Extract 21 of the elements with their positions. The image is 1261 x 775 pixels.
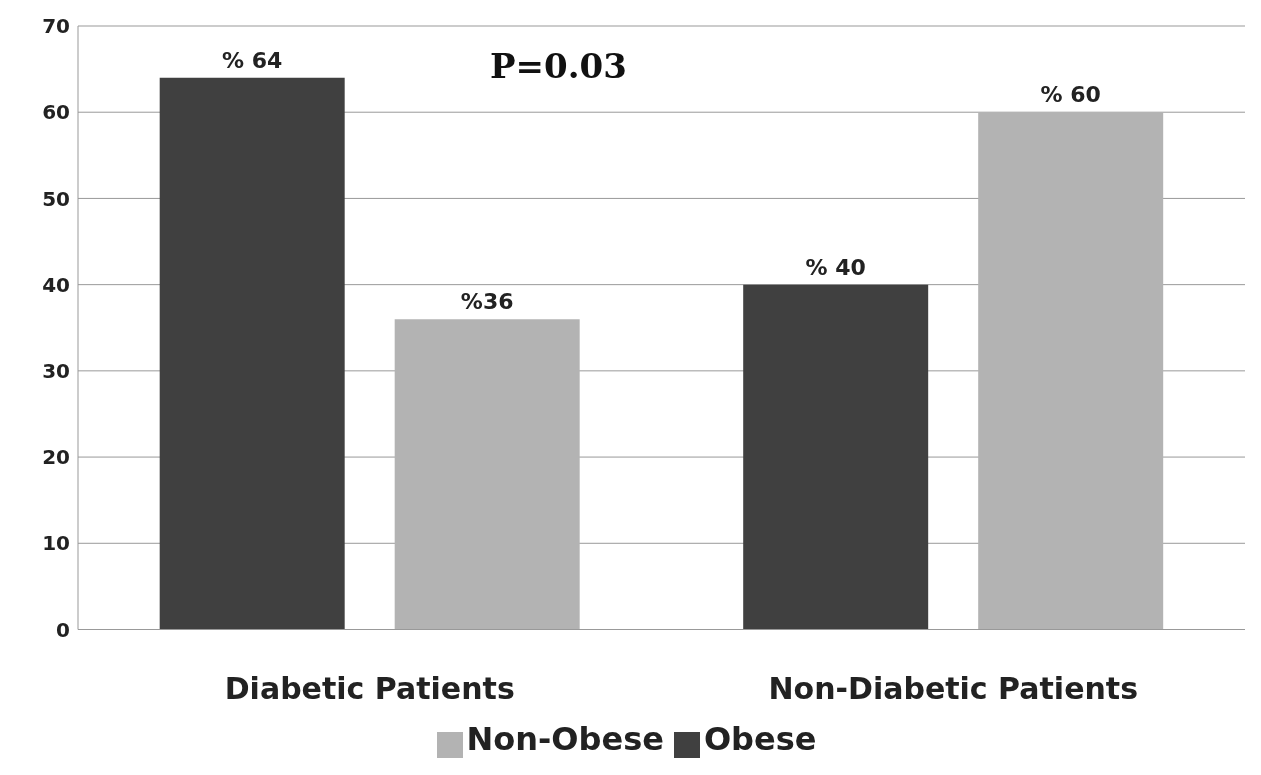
bar xyxy=(394,319,580,630)
data-label: % 60 xyxy=(1040,82,1101,108)
y-tick-label: 10 xyxy=(42,531,70,556)
annotation: P=0.03 xyxy=(490,46,627,86)
y-tick-label: 20 xyxy=(42,445,70,470)
data-label: % 40 xyxy=(805,254,866,280)
legend-label: Obese xyxy=(703,719,817,758)
data-label: %36 xyxy=(460,289,514,315)
y-tick-label: 60 xyxy=(42,100,70,125)
y-tick-label: 30 xyxy=(42,358,70,383)
y-tick-label: 70 xyxy=(42,14,70,39)
y-tick-label: 50 xyxy=(42,186,70,211)
data-label: % 64 xyxy=(222,47,283,73)
bar xyxy=(978,112,1164,630)
bar xyxy=(743,284,929,630)
legend-label: Non-Obese xyxy=(466,719,664,758)
x-tick-label: Diabetic Patients xyxy=(224,670,515,706)
bar xyxy=(159,77,345,630)
x-tick-label: Non-Diabetic Patients xyxy=(768,670,1139,706)
y-tick-label: 0 xyxy=(56,617,70,642)
y-tick-label: 40 xyxy=(42,272,70,297)
